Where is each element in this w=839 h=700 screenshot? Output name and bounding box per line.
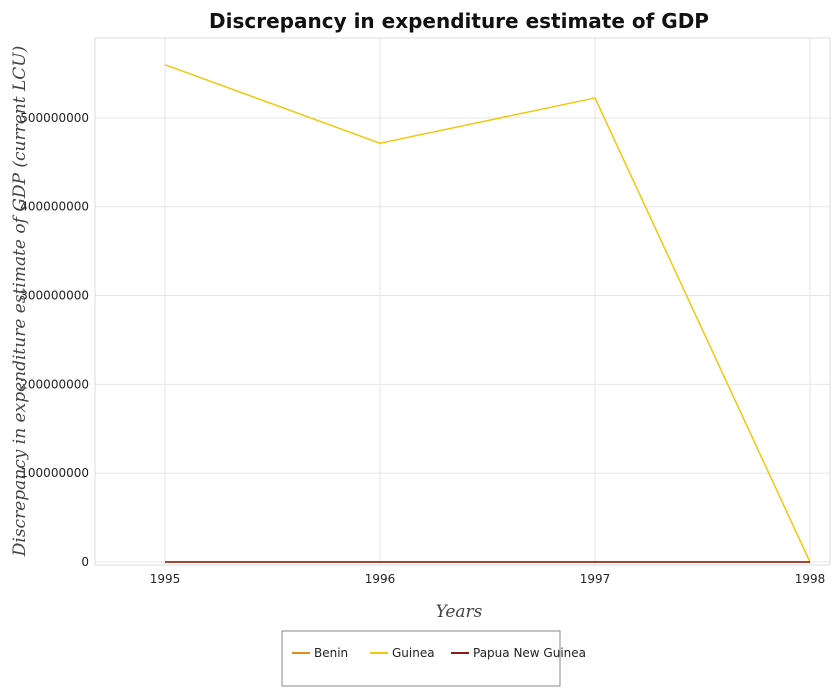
legend-label: Papua New Guinea [473, 646, 586, 660]
y-axis-ticks: 0 100000000 200000000 300000000 400000000 500… [20, 111, 89, 569]
series-line-guinea [164, 63, 811, 563]
chart-title: Discrepancy in expenditure estimate of G… [209, 9, 709, 33]
y-tick-label: 0 [81, 555, 89, 569]
plot-frame [94, 37, 831, 566]
x-gridlines [164, 38, 811, 565]
legend-label: Guinea [392, 646, 435, 660]
plot-area [94, 37, 831, 566]
x-tick-label: 1996 [365, 572, 396, 586]
x-axis-ticks: 1995 1996 1997 1998 [150, 572, 826, 586]
y-tick-label: 200000000 [20, 377, 89, 391]
x-tick-label: 1997 [580, 572, 611, 586]
x-tick-label: 1995 [150, 572, 181, 586]
legend-box [281, 630, 561, 687]
x-axis-label: Years [436, 602, 483, 622]
y-tick-label: 500000000 [20, 111, 89, 125]
y-axis-label: Discrepancy in expenditure estimate of G… [10, 46, 30, 557]
y-gridlines [95, 117, 830, 563]
x-tick-label: 1998 [795, 572, 826, 586]
legend: Benin Guinea Papua New Guinea [281, 630, 586, 687]
series-layer [164, 63, 811, 563]
y-tick-label: 300000000 [20, 289, 89, 303]
legend-label: Benin [314, 646, 348, 660]
y-tick-label: 400000000 [20, 200, 89, 214]
y-tick-label: 100000000 [20, 466, 89, 480]
